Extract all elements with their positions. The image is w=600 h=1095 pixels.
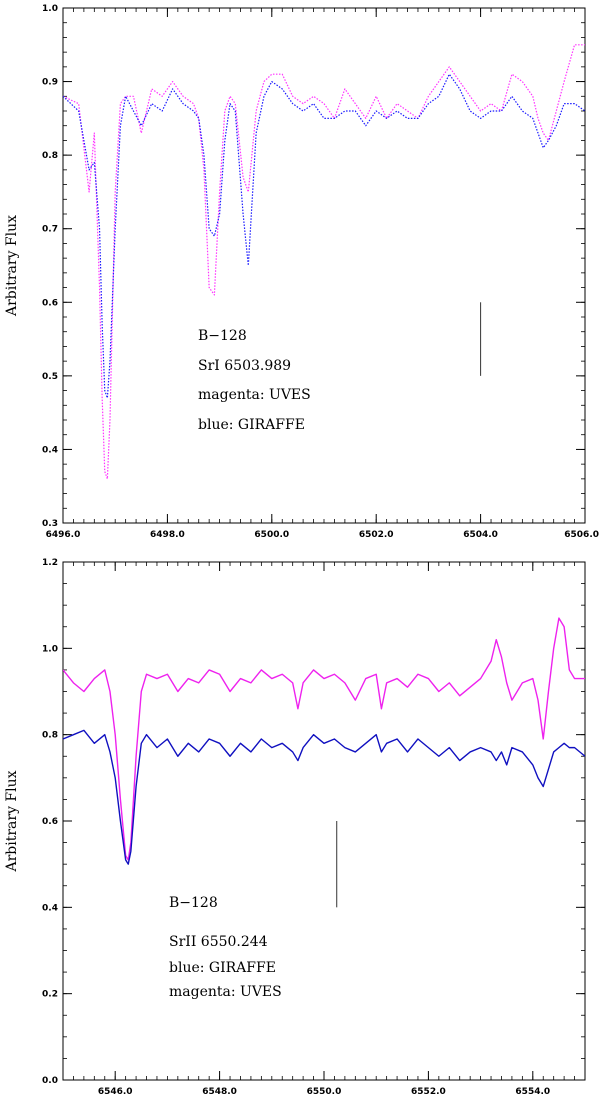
annotation-text: blue: GIRAFFE	[169, 960, 276, 976]
series-line	[63, 617, 585, 861]
y-tick-label: 0.4	[42, 445, 58, 455]
y-tick-label: 0.8	[42, 151, 58, 161]
annotation-text: magenta: UVES	[198, 387, 311, 403]
x-tick-label: 6498.0	[150, 530, 185, 540]
plot-frame	[62, 561, 586, 1081]
y-axis-label: Arbitrary Flux	[4, 770, 20, 872]
x-tick-label: 6496.0	[46, 530, 81, 540]
x-tick-label: 6554.0	[515, 1087, 550, 1095]
y-tick-label: 0.0	[42, 1076, 58, 1086]
annotation-text: SrII 6550.244	[169, 934, 268, 950]
y-tick-label: 0.4	[42, 903, 58, 913]
y-tick-label: 0.6	[42, 817, 58, 827]
x-tick-label: 6504.0	[463, 530, 498, 540]
annotation-text: B−128	[198, 328, 247, 344]
series-line	[63, 44, 585, 480]
x-tick-label: 6552.0	[411, 1087, 446, 1095]
plot-frame	[62, 7, 586, 524]
y-tick-label: 0.9	[42, 78, 58, 88]
panel-top: 6496.0 6498.0 6500.0 6502.0 6504.0 6506.0 0.3 0…	[4, 4, 599, 540]
annotation-text: magenta: UVES	[169, 984, 282, 1000]
y-tick-label: 0.3	[42, 519, 58, 529]
annotation-text: B−128	[169, 895, 218, 911]
y-tick-label: 0.5	[42, 372, 58, 382]
x-tick-label: 6506.0	[564, 530, 599, 540]
x-tick-label: 6548.0	[202, 1087, 237, 1095]
y-tick-label: 1.0	[42, 4, 58, 14]
y-tick-label: 1.2	[42, 558, 58, 568]
y-tick-label: 0.2	[42, 990, 58, 1000]
y-tick-label: 1.0	[42, 644, 58, 654]
y-axis-label: Arbitrary Flux	[4, 215, 20, 317]
x-tick-label: 6546.0	[98, 1087, 133, 1095]
x-tick-label: 6500.0	[254, 530, 289, 540]
series-line	[63, 73, 585, 399]
x-tick-label: 6502.0	[359, 530, 394, 540]
annotation-text: blue: GIRAFFE	[198, 417, 305, 433]
annotation-text: SrI 6503.989	[198, 358, 291, 374]
y-tick-label: 0.7	[42, 225, 58, 235]
panel-bottom: 6546.0 6548.0 6550.0 6552.0 6554.0 0.0 0.2 0.4 0…	[4, 558, 586, 1095]
y-tick-label: 0.6	[42, 298, 58, 308]
y-tick-label: 0.8	[42, 731, 58, 741]
x-tick-label: 6550.0	[307, 1087, 342, 1095]
series-line	[63, 729, 585, 865]
